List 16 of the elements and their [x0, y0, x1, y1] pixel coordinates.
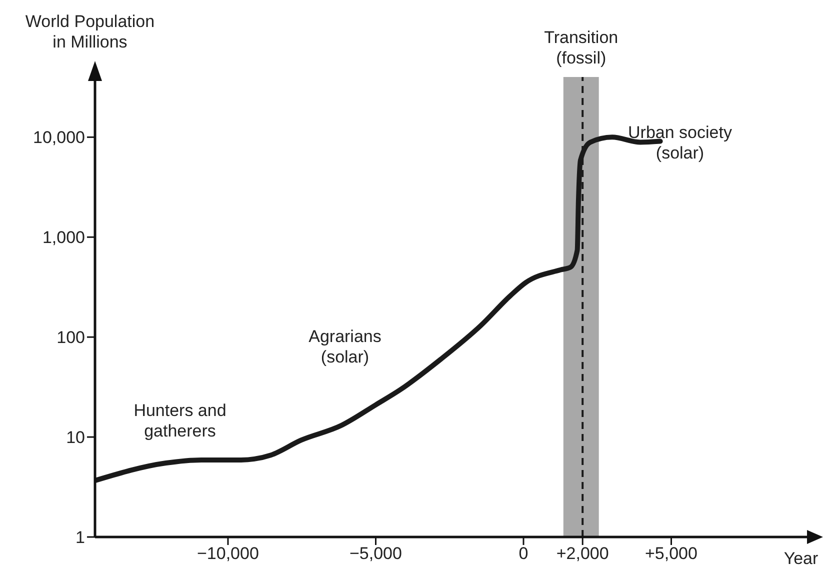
annotation: Urban society (solar)	[628, 123, 732, 162]
y-tick-label: 100	[56, 328, 85, 348]
y-tick-label: 10,000	[33, 128, 85, 148]
x-tick-label: +5,000	[645, 544, 698, 564]
y-tick-label: 1	[76, 528, 85, 548]
y-axis-title: World Population in Millions	[25, 12, 155, 52]
x-axis-title: Year	[784, 549, 819, 568]
x-tick-label: +2,000	[556, 544, 609, 564]
x-tick-label: −5,000	[349, 544, 402, 564]
y-tick-label: 1,000	[42, 228, 85, 248]
y-tick-label: 10	[66, 428, 85, 448]
x-tick-label: 0	[518, 544, 528, 564]
x-tick-label: −10,000	[197, 544, 259, 564]
band-label: Transition (fossil)	[544, 28, 618, 68]
annotation: Agrarians (solar)	[308, 327, 382, 366]
annotation: Hunters and gatherers	[134, 401, 226, 440]
